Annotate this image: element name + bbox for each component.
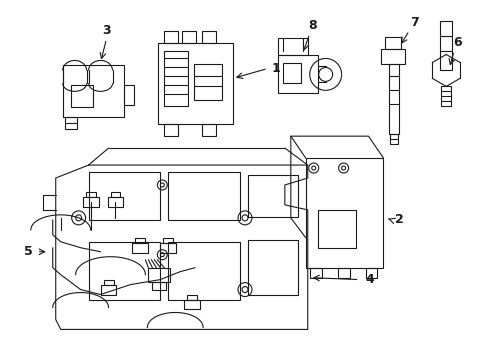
Bar [305,158,383,268]
Text: 8: 8 [308,19,316,32]
Text: 1: 1 [271,62,280,75]
Bar [187,294,197,300]
Text: 7: 7 [409,16,418,29]
Bar [202,31,216,42]
Bar [164,31,178,42]
Bar [388,64,399,134]
Bar [277,37,307,55]
Bar [247,240,297,294]
Bar [148,268,170,282]
Bar [282,63,300,84]
Bar [389,134,398,144]
Bar [101,285,116,294]
Bar [124,85,134,105]
Bar [317,210,355,248]
Bar [82,197,99,207]
Bar [168,172,240,220]
Text: 6: 6 [452,36,461,49]
Bar [71,85,92,107]
Bar [164,50,188,106]
Text: 3: 3 [102,24,111,37]
Bar [385,37,401,49]
Bar [158,42,233,124]
Bar [277,55,317,93]
Bar [337,268,349,278]
Bar [132,243,148,253]
Text: 4: 4 [365,273,373,286]
Text: 2: 2 [394,213,403,226]
Bar [202,124,216,136]
Bar [88,172,160,220]
Bar [309,268,321,278]
Bar [247,175,297,217]
Bar [184,300,200,310]
Bar [163,238,173,243]
Bar [103,280,113,285]
Bar [439,21,451,71]
Bar [194,64,222,100]
Bar [135,238,145,243]
Bar [182,31,196,42]
Text: 5: 5 [24,245,33,258]
Bar [168,242,240,300]
Bar [110,192,120,197]
Bar [62,66,124,117]
Bar [160,243,176,253]
Bar [365,268,377,278]
Bar [64,117,77,129]
Bar [107,197,123,207]
Bar [381,49,405,64]
Bar [440,86,450,106]
Bar [164,124,178,136]
Bar [88,242,160,300]
Bar [85,192,95,197]
Bar [152,282,166,289]
